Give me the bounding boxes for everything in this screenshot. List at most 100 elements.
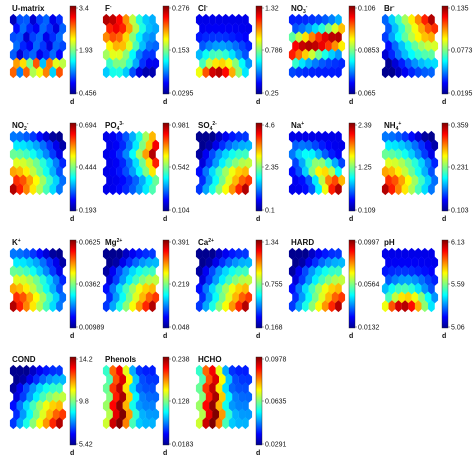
hex-cell <box>209 300 216 313</box>
hex-cell <box>295 13 303 26</box>
hex-cell <box>152 391 160 403</box>
hex-cell <box>225 274 233 286</box>
hex-cell <box>421 265 429 278</box>
hex-cell <box>132 157 140 169</box>
hex-cell <box>411 174 419 187</box>
hex-cell <box>418 22 425 35</box>
component-plane-ph: pH 6.13 5.59 5.06 d <box>381 238 465 340</box>
colorbar-unit-label: d <box>442 216 446 223</box>
hex-cell <box>338 157 346 169</box>
colorbar-tick-label: 0.391 <box>172 240 190 247</box>
hex-cell <box>335 31 342 44</box>
colorbar <box>255 122 263 212</box>
hex-cell <box>222 364 230 377</box>
hex-cell <box>59 373 67 386</box>
hex-cell <box>9 417 17 430</box>
hex-cell <box>212 139 220 152</box>
colorbar-tick-label: 0.135 <box>451 6 469 13</box>
hex-cell <box>29 417 37 430</box>
colorbar <box>255 239 263 329</box>
hex-cell <box>388 31 396 44</box>
hex-cell <box>338 40 346 52</box>
hex-cell <box>411 157 419 169</box>
colorbar-unit-label: d <box>442 99 446 106</box>
colorbar-tick-label: 0.168 <box>265 325 283 332</box>
component-plane-po4-3-: PO43- 0.981 0.542 0.104 d <box>102 121 190 223</box>
hex-cell <box>431 57 439 70</box>
hex-cell <box>388 148 396 161</box>
hex-cell <box>222 165 230 178</box>
hex-cell <box>209 417 216 430</box>
hex-cell <box>32 291 40 304</box>
hex-cell <box>421 247 429 260</box>
hex-cell <box>238 373 246 386</box>
hex-cell <box>209 399 216 412</box>
hex-cell <box>331 174 339 187</box>
hex-cell <box>16 165 24 178</box>
hex-cell <box>325 57 332 70</box>
hex-cell <box>39 40 47 52</box>
hex-cell <box>331 40 339 52</box>
hex-cell <box>245 291 253 304</box>
hex-cell <box>242 48 249 61</box>
plane-title: SO42- <box>198 121 217 132</box>
hex-cell <box>23 282 30 295</box>
hex-cell <box>199 40 206 52</box>
hex-cell <box>215 165 223 178</box>
hex-cell <box>391 256 399 269</box>
hex-cell <box>46 256 53 269</box>
hex-cell <box>381 66 389 79</box>
hex-cell <box>428 165 435 178</box>
hex-cell <box>13 40 20 52</box>
hex-cell <box>215 417 223 430</box>
hex-cell <box>245 408 253 421</box>
hex-cell <box>59 391 67 403</box>
hex-cell <box>129 13 137 26</box>
hex-cell <box>338 291 346 304</box>
hex-cell <box>408 48 416 61</box>
hex-cell <box>19 274 27 286</box>
hex-cell <box>29 130 37 143</box>
hex-cell <box>52 256 60 269</box>
hex-cell <box>308 130 316 143</box>
hex-cell <box>102 300 110 313</box>
hex-cell <box>311 139 319 152</box>
hex-cell <box>142 130 150 143</box>
hex-cell <box>321 148 329 161</box>
hex-cell <box>308 265 316 278</box>
hex-cell <box>308 48 316 61</box>
hex-cell <box>26 274 34 286</box>
hex-cell <box>59 408 67 421</box>
hex-cell <box>298 57 306 70</box>
hex-cell <box>391 139 399 152</box>
hex-cell <box>225 391 233 403</box>
hex-cell <box>235 165 243 178</box>
hex-cell <box>112 274 120 286</box>
hex-cell <box>228 130 236 143</box>
hex-cell <box>29 300 37 313</box>
colorbar-tick-label: 1.25 <box>358 165 372 172</box>
component-plane-hard: HARD 0.0997 0.0564 0.0132 d <box>288 238 380 340</box>
hex-cell <box>129 282 137 295</box>
hex-cell <box>222 382 230 395</box>
hex-cell <box>424 139 432 152</box>
colorbar <box>441 5 449 95</box>
hex-cell <box>218 157 226 169</box>
hex-cell <box>245 274 253 286</box>
hex-cell <box>225 22 233 35</box>
colorbar-tick-label: 0.0564 <box>358 282 380 289</box>
hex-cell <box>195 148 203 161</box>
hex-cell <box>292 174 299 187</box>
hex-cell <box>431 274 439 286</box>
hex-cell <box>222 247 230 260</box>
hex-cell <box>202 148 210 161</box>
hex-cell <box>135 364 143 377</box>
hex-cell <box>32 139 40 152</box>
hex-cell <box>125 174 133 187</box>
hex-cell <box>125 391 133 403</box>
hex-cell <box>308 66 316 79</box>
hex-cell <box>195 282 203 295</box>
hex-cell <box>16 247 24 260</box>
hex-cell <box>102 148 110 161</box>
hex-cell <box>305 174 313 187</box>
